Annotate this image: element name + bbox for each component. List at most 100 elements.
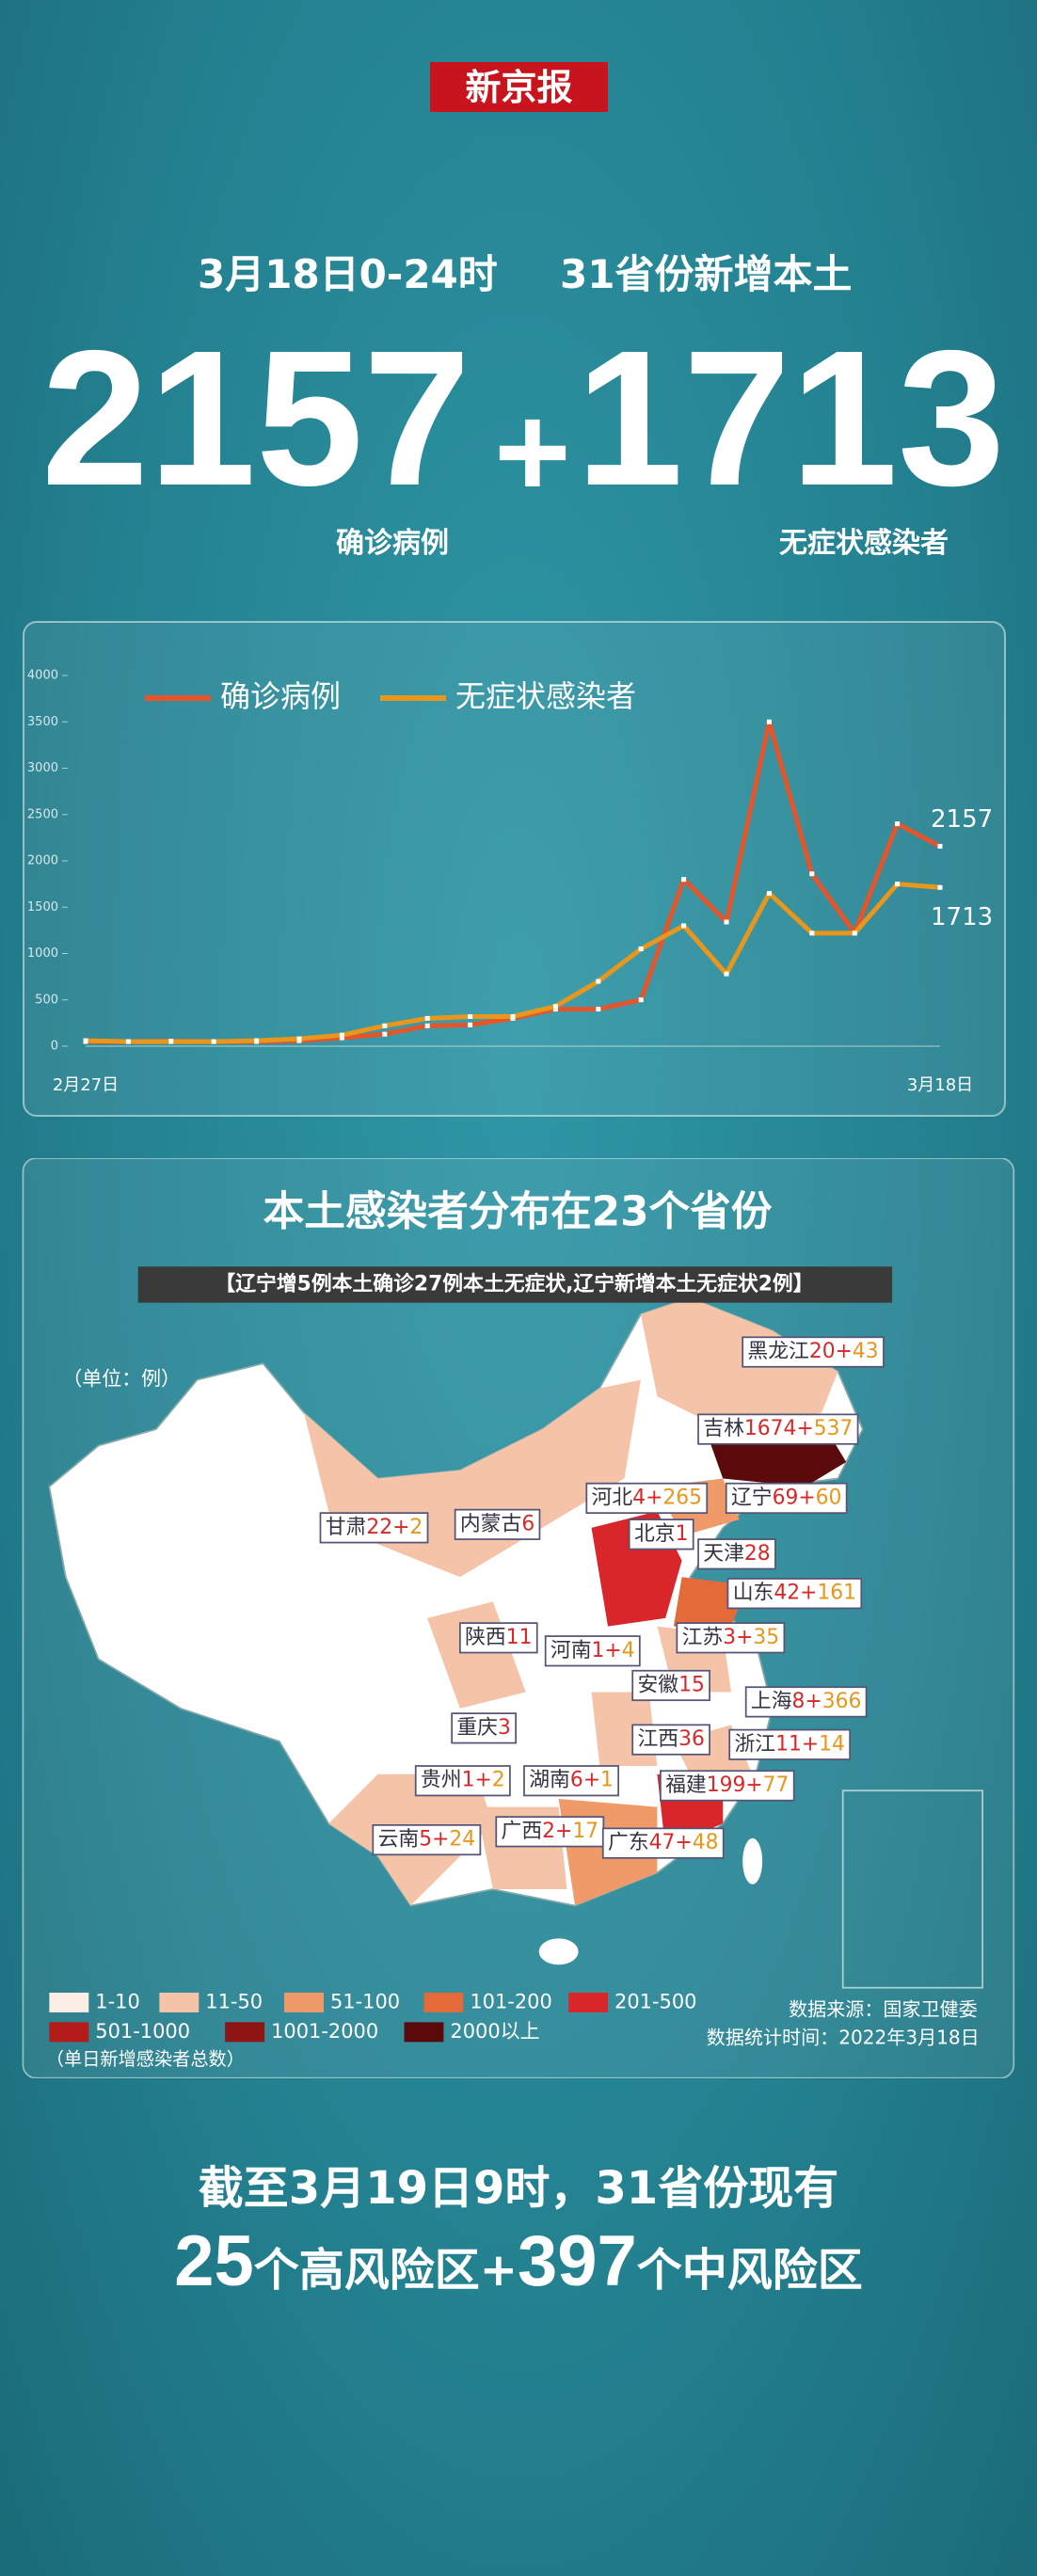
plus: + [604, 1639, 621, 1662]
plus: + [432, 1828, 449, 1852]
confirmed: 6 [521, 1512, 534, 1535]
province-label: 陕西11 [459, 1622, 538, 1654]
asymptomatic: 2 [492, 1769, 505, 1792]
label-bg [495, 1816, 605, 1848]
point [125, 1039, 131, 1044]
province-label: 河南1+4 [544, 1635, 641, 1667]
point [852, 930, 857, 936]
end-value-label: 2157 [931, 805, 993, 834]
province-label: 贵州1+2 [414, 1765, 511, 1797]
point [468, 1022, 473, 1027]
point [424, 1023, 430, 1028]
province-label: 云南5+24 [372, 1824, 482, 1856]
confirmed-label: 确诊病例 [336, 527, 449, 560]
legend-label: 11-50 [205, 1990, 263, 2012]
legend-label: 201-500 [614, 1990, 696, 2012]
province-label: 河北4+265 [585, 1482, 709, 1515]
confirmed: 6 [570, 1769, 583, 1792]
legend-note: （单日新增感染者总数） [46, 2048, 245, 2070]
label-text: 湖南6+1 [529, 1769, 614, 1792]
confirmed: 1674 [744, 1417, 797, 1440]
province-name: 黑龙江 [747, 1340, 808, 1363]
plus: + [583, 1769, 600, 1792]
asymptomatic: 17 [572, 1820, 598, 1843]
confirmed: 22 [366, 1516, 392, 1539]
province-label: 湖南6+1 [523, 1765, 620, 1797]
point [681, 923, 687, 929]
label-text: 广东47+48 [608, 1831, 718, 1854]
legend-label: 1-10 [95, 1990, 140, 2012]
point [339, 1035, 344, 1041]
province-name: 河南 [550, 1639, 592, 1662]
label-bg [544, 1635, 641, 1667]
legend-swatch [568, 1992, 609, 2012]
confirmed: 15 [678, 1673, 705, 1696]
province-name: 云南 [378, 1828, 420, 1852]
x-tick-label: 2月27日 [53, 1075, 119, 1095]
point [339, 1032, 344, 1038]
legend-swatch [284, 1992, 324, 2012]
point [937, 844, 943, 850]
label-bg [451, 1712, 518, 1744]
legend-swatch [49, 1992, 89, 2012]
point [83, 1038, 88, 1043]
province-label: 辽宁69+60 [725, 1482, 848, 1515]
point [296, 1036, 302, 1042]
plus: + [646, 1486, 662, 1509]
confirmed: 1 [462, 1769, 475, 1792]
plus: + [805, 1690, 822, 1713]
label-text: 浙江11+14 [734, 1732, 844, 1756]
asymptomatic-label: 无症状感染者 [779, 527, 949, 560]
province-name: 湖南 [529, 1769, 570, 1792]
province-name: 吉林 [703, 1417, 744, 1440]
end-value-label: 1713 [931, 903, 993, 931]
point [724, 971, 729, 977]
label-bg [660, 1770, 795, 1802]
unit: （单位：例） [62, 1368, 181, 1391]
asymptomatic: 366 [822, 1690, 862, 1713]
province-name: 山东 [733, 1582, 774, 1605]
label-bg [697, 1538, 776, 1570]
legend-label: 确诊病例 [220, 678, 341, 714]
chart-panel [23, 621, 1006, 1117]
confirmed: 4 [632, 1486, 646, 1509]
label-text: 上海8+366 [751, 1690, 861, 1713]
legend-swatch [159, 1992, 199, 2012]
province-label: 浙江11+14 [728, 1728, 852, 1760]
confirmed: 11 [775, 1732, 802, 1756]
label-bg [725, 1482, 848, 1515]
point [382, 1023, 388, 1028]
province-name: 江西 [637, 1727, 678, 1751]
confirmed: 5 [419, 1828, 432, 1852]
confirmed: 69 [773, 1486, 799, 1509]
inset-box [841, 1789, 983, 1989]
asymptomatic: 265 [662, 1486, 702, 1509]
point [895, 821, 901, 827]
label-text: 内蒙古6 [460, 1512, 534, 1535]
legend-swatch [404, 2022, 444, 2043]
province-name: 河北 [592, 1486, 633, 1509]
province-name: 甘肃 [326, 1516, 367, 1539]
asymptomatic: 48 [693, 1831, 719, 1854]
legend-label: 51-100 [330, 1990, 400, 2012]
asymptomatic: 24 [449, 1828, 475, 1852]
label-text: 陕西11 [465, 1626, 532, 1649]
map-title: 本土感染者分布在23个省份 [263, 1187, 773, 1235]
province-label: 江西36 [631, 1724, 710, 1756]
confirmed: 47 [649, 1831, 676, 1854]
label-text: 江西36 [637, 1727, 704, 1751]
legend-label: 101-200 [470, 1990, 551, 2012]
banner-bg [137, 1266, 893, 1303]
legend-swatch [49, 2022, 89, 2043]
province-label: 上海8+366 [744, 1686, 868, 1718]
province-label: 广西2+17 [495, 1816, 605, 1848]
y-tick-label: 2000 [27, 854, 58, 868]
y-tick-label: 1500 [27, 900, 58, 914]
point [895, 882, 901, 887]
y-tick-label: 500 [35, 993, 58, 1007]
label-bg [454, 1508, 541, 1540]
footer-risk: 25个高风险区+397个中风险区 [0, 2220, 1037, 2302]
province-label: 江苏3+35 [676, 1622, 786, 1654]
label-text: 甘肃22+2 [326, 1516, 423, 1539]
